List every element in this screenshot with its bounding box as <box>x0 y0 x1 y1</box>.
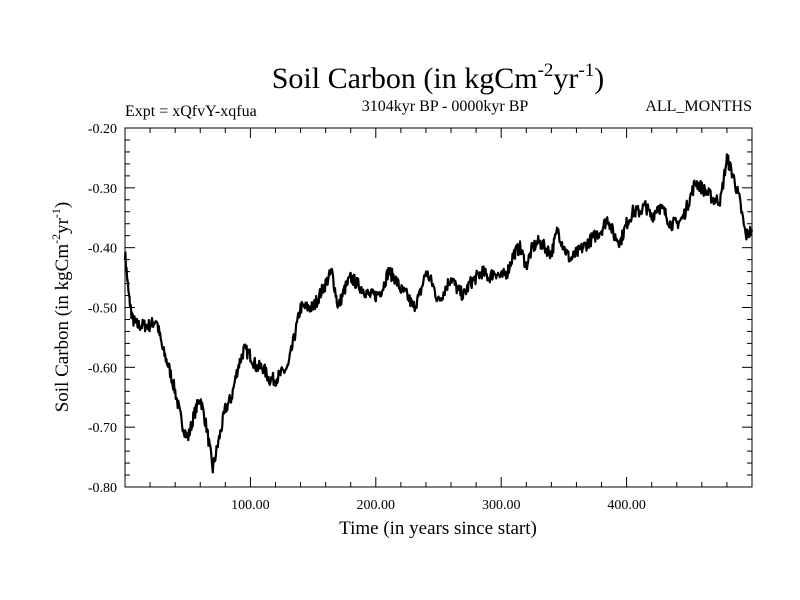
y-axis-label-mid: yr <box>52 217 73 234</box>
y-tick-label: -0.50 <box>88 302 117 317</box>
y-tick-label: -0.40 <box>88 242 117 257</box>
y-tick-label: -0.80 <box>88 481 117 496</box>
experiment-label: Expt = xQfvY-xqfua <box>125 103 257 120</box>
y-axis-label-sup1: -2 <box>49 234 63 244</box>
chart-title-main: Soil Carbon (in kgCm <box>272 62 538 95</box>
y-axis-label: Soil Carbon (in kgCm-2yr-1) <box>49 202 73 413</box>
y-tick-label: -0.60 <box>88 361 117 376</box>
y-axis-ticks: -0.80 -0.70 -0.60 -0.50 -0.40 -0.30 -0.20 <box>88 122 752 496</box>
time-range-label: 3104kyr BP - 0000kyr BP <box>362 98 529 115</box>
chart-title-sup1: -2 <box>538 60 554 81</box>
chart-title: Soil Carbon (in kgCm-2yr-1) <box>272 60 605 95</box>
chart-title-end: ) <box>594 62 604 95</box>
y-tick-label: -0.20 <box>88 122 117 137</box>
y-axis-label-main: Soil Carbon (in kgCm <box>52 244 73 413</box>
chart-title-mid: yr <box>553 62 578 95</box>
x-axis-label: Time (in years since start) <box>339 518 537 539</box>
soil-carbon-series-line <box>123 153 754 474</box>
x-tick-label: 100.00 <box>231 498 270 513</box>
x-tick-label: 300.00 <box>482 498 521 513</box>
y-tick-label: -0.70 <box>88 421 117 436</box>
x-tick-label: 400.00 <box>607 498 646 513</box>
y-axis-label-end: ) <box>52 202 73 208</box>
y-tick-label: -0.30 <box>88 182 117 197</box>
months-label: ALL_MONTHS <box>645 98 752 115</box>
x-tick-label: 200.00 <box>357 498 396 513</box>
x-axis-ticks: 100.00 200.00 300.00 400.00 <box>149 128 728 513</box>
y-axis-label-sup2: -1 <box>49 208 63 218</box>
chart-title-sup2: -1 <box>578 60 594 81</box>
